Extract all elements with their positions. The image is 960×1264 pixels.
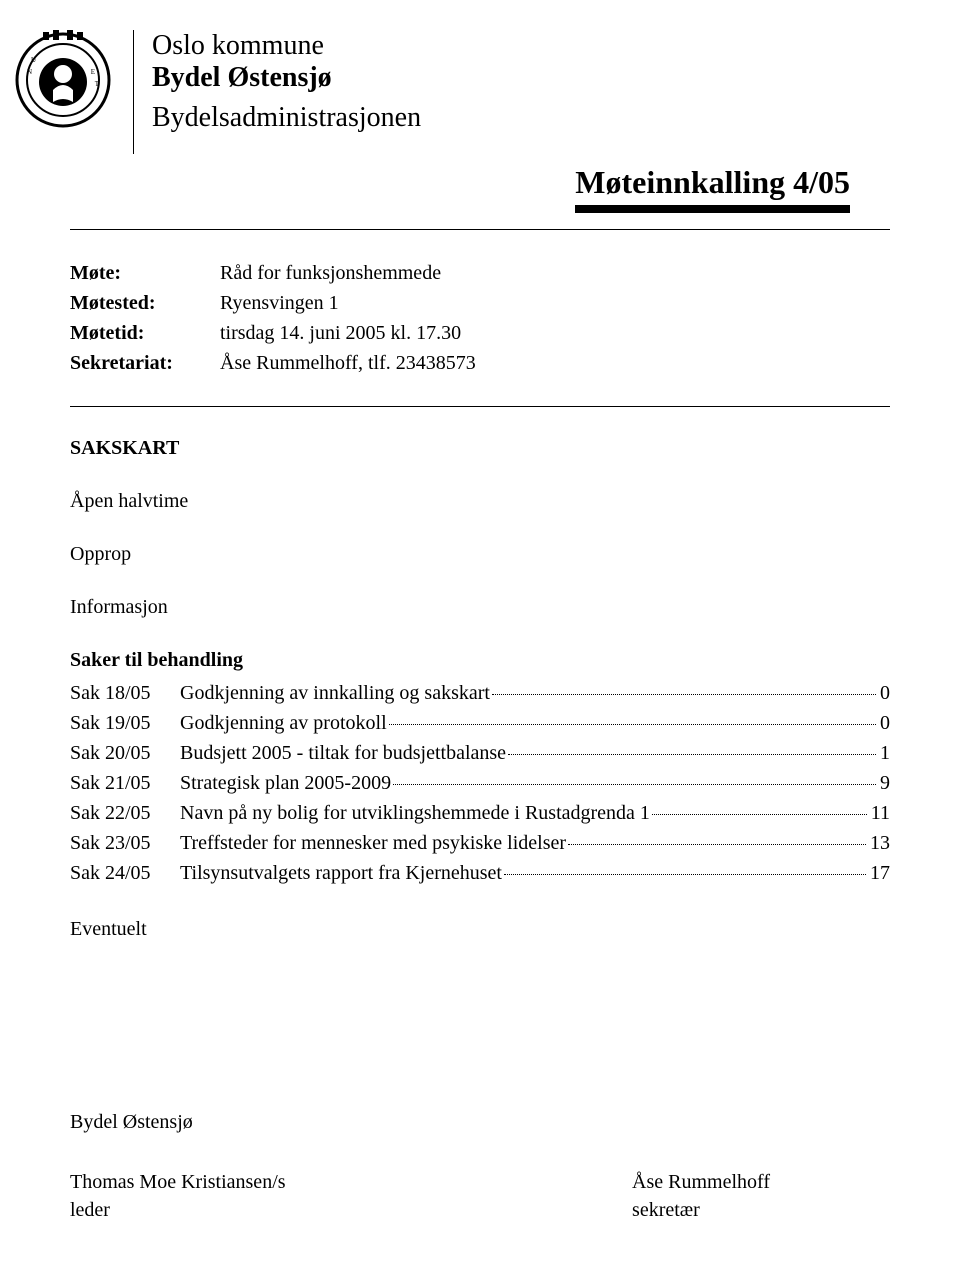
sakskart-heading: SAKSKART: [70, 437, 890, 460]
toc-page: 17: [868, 858, 890, 888]
toc-title: Budsjett 2005 - tiltak for budsjettbalan…: [180, 738, 506, 768]
meta-value: Råd for funksjonshemmede: [220, 258, 441, 288]
meta-value: tirsdag 14. juni 2005 kl. 17.30: [220, 318, 461, 348]
svg-text:E: E: [91, 68, 95, 76]
sign-right-name: Åse Rummelhoff: [632, 1168, 770, 1196]
meta-row-motetid: Møtetid: tirsdag 14. juni 2005 kl. 17.30: [70, 318, 890, 348]
document-title: Møteinnkalling 4/05: [575, 164, 850, 213]
toc-sak: Sak 24/05: [70, 858, 180, 888]
toc-row: Sak 24/05Tilsynsutvalgets rapport fra Kj…: [70, 858, 890, 888]
toc-sak: Sak 18/05: [70, 678, 180, 708]
meta-label: Sekretariat:: [70, 348, 220, 378]
toc-row: Sak 21/05Strategisk plan 2005-2009 9: [70, 768, 890, 798]
meta-row-sekretariat: Sekretariat: Åse Rummelhoff, tlf. 234385…: [70, 348, 890, 378]
toc-title: Strategisk plan 2005-2009: [180, 768, 391, 798]
opprop: Opprop: [70, 543, 890, 566]
divider-mid: [70, 406, 890, 407]
meta-row-mote: Møte: Råd for funksjonshemmede: [70, 258, 890, 288]
toc-row: Sak 22/05Navn på ny bolig for utviklings…: [70, 798, 890, 828]
toc-dots: [492, 694, 876, 695]
meta-row-motested: Møtested: Ryensvingen 1: [70, 288, 890, 318]
sign-left-role: leder: [70, 1196, 286, 1224]
title-block: Møteinnkalling 4/05: [70, 164, 890, 213]
oslo-seal-icon: UN ET: [13, 30, 113, 130]
toc-title: Treffsteder for mennesker med psykiske l…: [180, 828, 566, 858]
toc-sak: Sak 21/05: [70, 768, 180, 798]
toc-row: Sak 19/05Godkjenning av protokoll 0: [70, 708, 890, 738]
toc-sak: Sak 23/05: [70, 828, 180, 858]
divider-top: [70, 229, 890, 230]
apen-halvtime: Åpen halvtime: [70, 490, 890, 513]
toc-title: Navn på ny bolig for utviklingshemmede i…: [180, 798, 650, 828]
signature-row: Thomas Moe Kristiansen/s leder Åse Rumme…: [70, 1168, 890, 1224]
toc-dots: [393, 784, 876, 785]
meta-label: Møte:: [70, 258, 220, 288]
toc-row: Sak 18/05Godkjenning av innkalling og sa…: [70, 678, 890, 708]
footer-block: Bydel Østensjø Thomas Moe Kristiansen/s …: [70, 1111, 890, 1224]
svg-text:N: N: [27, 68, 32, 76]
signature-right: Åse Rummelhoff sekretær: [632, 1168, 890, 1224]
toc-page: 0: [878, 708, 890, 738]
meta-value: Åse Rummelhoff, tlf. 23438573: [220, 348, 476, 378]
meta-value: Ryensvingen 1: [220, 288, 339, 318]
toc-page: 1: [878, 738, 890, 768]
header-row: UN ET Oslo kommune Bydel Østensjø Bydels…: [70, 30, 890, 154]
informasjon: Informasjon: [70, 596, 890, 619]
meta-label: Møtetid:: [70, 318, 220, 348]
svg-text:T: T: [95, 80, 100, 88]
header-text-block: Oslo kommune Bydel Østensjø Bydelsadmini…: [133, 30, 421, 154]
toc-row: Sak 20/05Budsjett 2005 - tiltak for buds…: [70, 738, 890, 768]
toc-sak: Sak 19/05: [70, 708, 180, 738]
toc-dots: [504, 874, 866, 875]
page: UN ET Oslo kommune Bydel Østensjø Bydels…: [0, 0, 960, 1264]
toc-row: Sak 23/05Treffsteder for mennesker med p…: [70, 828, 890, 858]
footer-org: Bydel Østensjø: [70, 1111, 890, 1134]
toc-dots: [389, 724, 876, 725]
toc-page: 13: [868, 828, 890, 858]
toc-list: Sak 18/05Godkjenning av innkalling og sa…: [70, 678, 890, 888]
meeting-meta: Møte: Råd for funksjonshemmede Møtested:…: [70, 258, 890, 378]
toc-page: 11: [869, 798, 890, 828]
toc-sak: Sak 22/05: [70, 798, 180, 828]
toc-title: Godkjenning av innkalling og sakskart: [180, 678, 490, 708]
toc-page: 9: [878, 768, 890, 798]
toc-title: Tilsynsutvalgets rapport fra Kjernehuset: [180, 858, 502, 888]
eventuelt: Eventuelt: [70, 918, 890, 941]
meta-label: Møtested:: [70, 288, 220, 318]
svg-text:U: U: [31, 56, 36, 64]
toc-sak: Sak 20/05: [70, 738, 180, 768]
sign-right-role: sekretær: [632, 1196, 770, 1224]
saker-heading: Saker til behandling: [70, 649, 890, 672]
toc-dots: [652, 814, 867, 815]
signature-left: Thomas Moe Kristiansen/s leder: [70, 1168, 286, 1224]
sign-left-name: Thomas Moe Kristiansen/s: [70, 1168, 286, 1196]
toc-title: Godkjenning av protokoll: [180, 708, 387, 738]
header-org-line1: Oslo kommune: [152, 30, 421, 62]
header-org-line3: Bydelsadministrasjonen: [152, 102, 421, 134]
toc-dots: [508, 754, 876, 755]
toc-page: 0: [878, 678, 890, 708]
header-org-line2: Bydel Østensjø: [152, 62, 421, 94]
toc-dots: [568, 844, 866, 845]
